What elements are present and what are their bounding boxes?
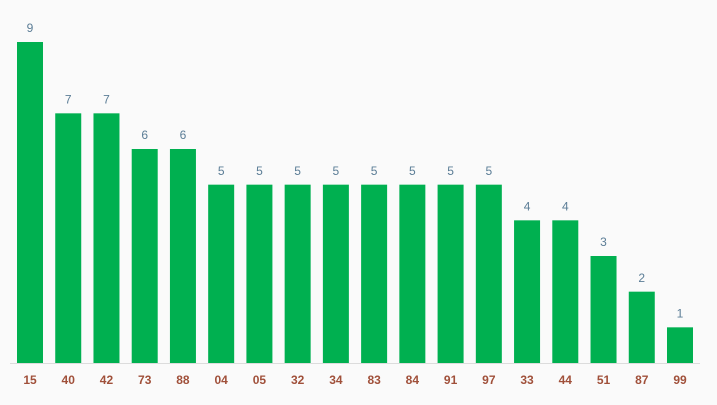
value-label: 6 xyxy=(141,128,148,142)
value-label: 9 xyxy=(27,21,34,35)
x-tick-label: 88 xyxy=(176,373,190,387)
value-label: 4 xyxy=(562,200,569,214)
value-label: 5 xyxy=(333,164,340,178)
bar xyxy=(17,42,43,363)
x-tick-label: 84 xyxy=(406,373,420,387)
bar xyxy=(399,184,426,363)
x-tick-label: 44 xyxy=(559,373,573,387)
value-label: 5 xyxy=(371,164,378,178)
bar xyxy=(93,113,120,363)
bar xyxy=(322,184,349,363)
bar xyxy=(590,256,617,363)
x-tick-label: 73 xyxy=(138,373,152,387)
bar xyxy=(55,113,82,363)
value-label: 6 xyxy=(180,128,187,142)
bar xyxy=(131,149,158,363)
value-label: 7 xyxy=(65,93,72,107)
x-tick-label: 34 xyxy=(329,373,343,387)
x-tick-label: 33 xyxy=(520,373,534,387)
value-label: 7 xyxy=(103,93,110,107)
x-tick-label: 91 xyxy=(444,373,458,387)
bar xyxy=(284,184,311,363)
x-tick-label: 32 xyxy=(291,373,305,387)
x-tick-label: 83 xyxy=(367,373,381,387)
value-label: 5 xyxy=(485,164,492,178)
bar xyxy=(628,291,655,363)
value-label: 2 xyxy=(638,271,645,285)
bar xyxy=(169,149,196,363)
bar xyxy=(361,184,388,363)
x-tick-label: 40 xyxy=(62,373,76,387)
x-tick-label: 51 xyxy=(597,373,611,387)
value-label: 5 xyxy=(256,164,263,178)
x-tick-label: 87 xyxy=(635,373,649,387)
value-label: 4 xyxy=(524,200,531,214)
value-label: 5 xyxy=(409,164,416,178)
bar xyxy=(552,220,579,363)
bar xyxy=(514,220,541,363)
bar xyxy=(246,184,273,363)
bar xyxy=(667,327,693,363)
x-tick-label: 15 xyxy=(23,373,37,387)
value-label: 5 xyxy=(218,164,225,178)
value-label: 3 xyxy=(600,235,607,249)
value-label: 5 xyxy=(447,164,454,178)
bar xyxy=(475,184,502,363)
x-tick-label: 04 xyxy=(214,373,228,387)
x-tick-label: 42 xyxy=(100,373,114,387)
x-tick-label: 99 xyxy=(673,373,687,387)
bar xyxy=(208,184,235,363)
x-tick-label: 05 xyxy=(253,373,267,387)
x-tick-label: 97 xyxy=(482,373,496,387)
value-label: 1 xyxy=(677,307,684,321)
bar xyxy=(437,184,464,363)
value-label: 5 xyxy=(294,164,301,178)
